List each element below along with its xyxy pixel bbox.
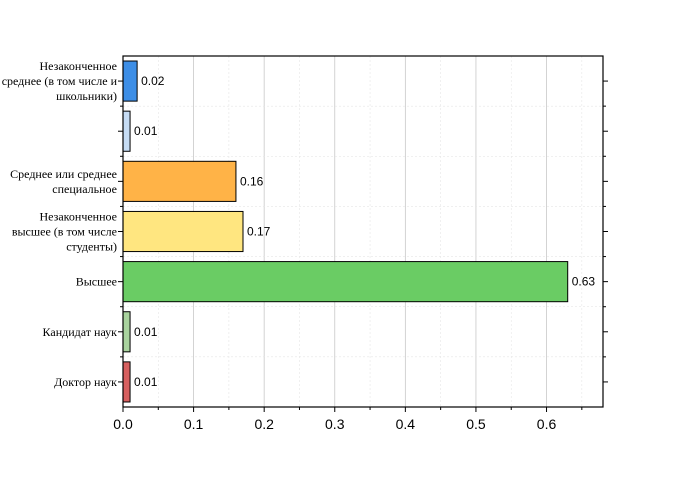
category-label: Кандидат наук — [43, 325, 118, 339]
category-label: высшее (в том числе — [12, 225, 117, 239]
x-tick-label: 0.1 — [184, 416, 204, 432]
x-tick-label: 0.5 — [466, 416, 486, 432]
data-label: 0.01 — [134, 375, 158, 389]
bar — [122, 110, 131, 152]
bar — [122, 210, 244, 253]
data-label: 0.17 — [247, 225, 271, 239]
ticks — [118, 80, 608, 412]
x-tick-label: 0.2 — [254, 416, 274, 432]
labels: 0.0 0.1 0.2 0.3 0.4 0.5 0.60.02Незаконченноеср… — [2, 59, 596, 432]
bars — [122, 60, 569, 403]
x-tick-label: 0.4 — [396, 416, 416, 432]
category-label: Доктор наук — [54, 375, 117, 389]
bar — [122, 361, 131, 403]
bar — [122, 261, 569, 303]
category-label: среднее (в том числе и — [2, 74, 118, 88]
bar — [122, 311, 131, 353]
category-label: Среднее или среднее — [10, 167, 117, 181]
category-label: Незаконченное — [39, 59, 117, 73]
data-label: 0.01 — [134, 325, 158, 339]
x-tick-label: 0.6 — [537, 416, 557, 432]
category-label: специальное — [52, 182, 117, 196]
bar — [122, 60, 138, 102]
x-tick-label: 0.3 — [325, 416, 345, 432]
category-label: Высшее — [76, 275, 117, 289]
data-label: 0.63 — [572, 275, 596, 289]
x-tick-label: 0.0 — [113, 416, 133, 432]
data-label: 0.01 — [134, 124, 158, 138]
category-label: школьники) — [56, 89, 117, 103]
category-label: студенты) — [66, 240, 117, 254]
data-label: 0.16 — [240, 174, 264, 188]
category-label: Незаконченное — [39, 210, 117, 224]
grid-lines — [123, 56, 603, 407]
bar — [122, 160, 237, 202]
data-label: 0.02 — [141, 74, 165, 88]
